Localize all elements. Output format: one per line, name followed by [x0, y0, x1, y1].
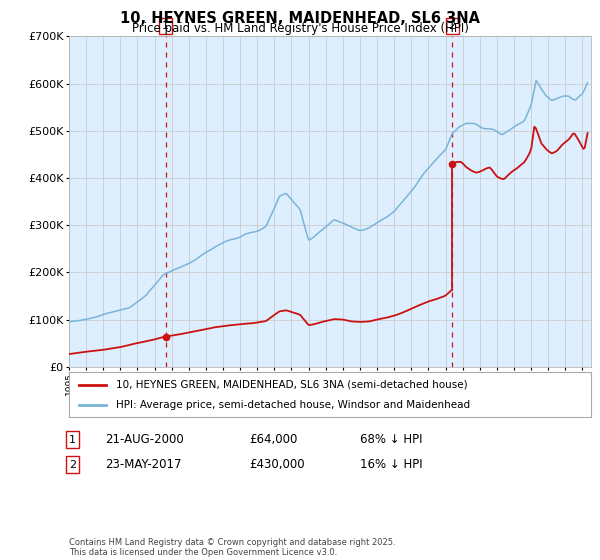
Text: £64,000: £64,000	[249, 433, 298, 446]
Text: 10, HEYNES GREEN, MAIDENHEAD, SL6 3NA (semi-detached house): 10, HEYNES GREEN, MAIDENHEAD, SL6 3NA (s…	[116, 380, 467, 390]
Text: £430,000: £430,000	[249, 458, 305, 472]
Text: Price paid vs. HM Land Registry's House Price Index (HPI): Price paid vs. HM Land Registry's House …	[131, 22, 469, 35]
Text: 10, HEYNES GREEN, MAIDENHEAD, SL6 3NA: 10, HEYNES GREEN, MAIDENHEAD, SL6 3NA	[120, 11, 480, 26]
Text: 16% ↓ HPI: 16% ↓ HPI	[360, 458, 422, 472]
Text: 1: 1	[162, 21, 169, 31]
Text: Contains HM Land Registry data © Crown copyright and database right 2025.
This d: Contains HM Land Registry data © Crown c…	[69, 538, 395, 557]
Text: 68% ↓ HPI: 68% ↓ HPI	[360, 433, 422, 446]
Text: 2: 2	[69, 460, 76, 470]
Text: HPI: Average price, semi-detached house, Windsor and Maidenhead: HPI: Average price, semi-detached house,…	[116, 400, 470, 410]
Text: 23-MAY-2017: 23-MAY-2017	[105, 458, 182, 472]
Text: 2: 2	[449, 21, 456, 31]
Text: 21-AUG-2000: 21-AUG-2000	[105, 433, 184, 446]
Text: 1: 1	[69, 435, 76, 445]
